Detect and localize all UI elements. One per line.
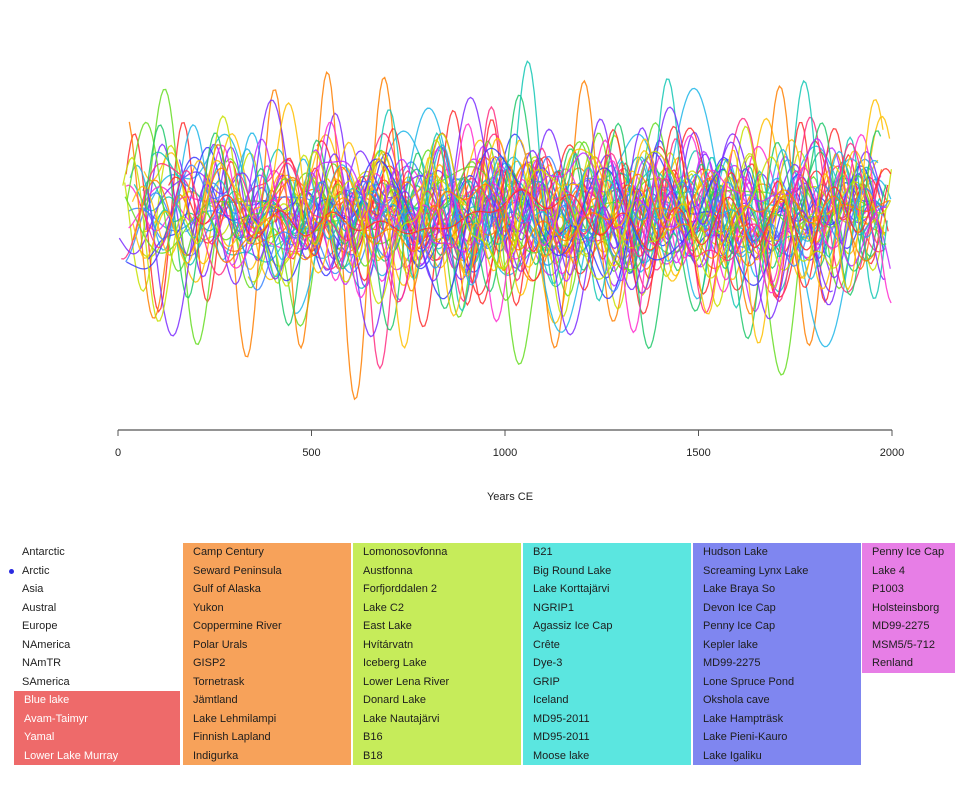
x-tick-label: 1500 <box>686 447 710 459</box>
site-item[interactable]: Yamal <box>24 731 55 743</box>
site-item[interactable]: Hudson Lake <box>703 546 768 558</box>
site-item[interactable]: Lower Lena River <box>363 675 450 688</box>
proxy-line-chart: 0 500 1000 1500 2000 <box>115 60 904 459</box>
series-line <box>268 153 892 283</box>
region-item-europe[interactable]: Europe <box>22 620 58 632</box>
region-item-namtr[interactable]: NAmTR <box>22 657 62 669</box>
site-item[interactable]: Screaming Lynx Lake <box>703 564 809 577</box>
series-line <box>213 173 877 263</box>
series-line <box>378 60 888 312</box>
site-column: Hudson Lake Screaming Lynx Lake Lake Braya… <box>693 543 861 765</box>
site-item[interactable]: Iceberg Lake <box>363 657 427 669</box>
site-item[interactable]: Coppermine River <box>193 620 282 632</box>
site-item[interactable]: Lake Nautajärvi <box>363 712 440 725</box>
site-item[interactable]: P1003 <box>872 583 904 595</box>
site-column: B21 Big Round Lake Lake Korttajärvi NGRIP1 A… <box>523 543 691 765</box>
site-column: Penny Ice Cap Lake 4 P1003 Holsteinsborg MD9… <box>862 543 955 673</box>
site-item[interactable]: Blue lake <box>24 694 70 706</box>
site-item[interactable]: Finnish Lapland <box>193 731 271 743</box>
site-item[interactable]: Lake Korttajärvi <box>533 583 610 595</box>
site-item[interactable]: Okshola cave <box>703 694 770 706</box>
site-item[interactable]: MD95-2011 <box>533 712 590 725</box>
site-item[interactable]: Kepler lake <box>703 638 759 651</box>
region-item-namerica[interactable]: NAmerica <box>22 638 71 651</box>
site-item[interactable]: Indigurka <box>193 749 239 762</box>
series-line <box>168 167 892 251</box>
site-item[interactable]: Donard Lake <box>363 694 426 706</box>
site-item[interactable]: Lake C2 <box>363 601 404 614</box>
site-item[interactable]: MD99-2275 <box>872 620 930 632</box>
site-item[interactable]: Lomonosovfonna <box>363 546 448 558</box>
series-line <box>144 115 891 325</box>
site-item[interactable]: Gulf of Alaska <box>193 583 261 595</box>
site-item[interactable]: Agassiz Ice Cap <box>533 620 613 632</box>
site-item[interactable]: GRIP <box>533 675 560 688</box>
region-list: Antarctic Arctic Asia Austral Europe NAmerica… <box>9 543 180 691</box>
series-layer <box>118 60 893 401</box>
site-item[interactable]: Austfonna <box>363 564 413 577</box>
site-item[interactable]: Forfjorddalen 2 <box>363 583 437 595</box>
site-item[interactable]: Lake Hampträsk <box>703 712 784 725</box>
x-axis-title: Years CE <box>486 491 534 503</box>
site-item[interactable]: Lake Pieni-Kauro <box>703 731 788 743</box>
region-item-arctic[interactable]: Arctic <box>9 562 180 581</box>
series-line <box>140 155 890 292</box>
x-tick-label: 2000 <box>880 447 904 459</box>
site-item[interactable]: Camp Century <box>193 546 264 558</box>
site-column: Blue lake Avam-Taimyr Yamal Lower Lake Murr… <box>14 691 180 765</box>
site-item[interactable]: B16 <box>363 731 383 743</box>
series-line <box>122 115 858 322</box>
site-item[interactable]: Holsteinsborg <box>872 601 940 614</box>
site-item[interactable]: Jämtland <box>193 694 238 706</box>
site-item[interactable]: East Lake <box>363 620 412 632</box>
site-item[interactable]: MSM5/5-712 <box>872 638 935 651</box>
site-item[interactable]: Polar Urals <box>193 638 248 651</box>
series-line <box>132 99 884 349</box>
series-line <box>139 88 877 376</box>
site-item[interactable]: Yukon <box>193 601 224 614</box>
site-item[interactable]: MD99-2275 <box>703 657 761 669</box>
region-item-antarctic[interactable]: Antarctic <box>22 546 65 558</box>
site-item[interactable]: Lake Igaliku <box>703 749 762 762</box>
site-item[interactable]: GISP2 <box>193 657 226 669</box>
site-item[interactable]: Seward Peninsula <box>193 564 282 577</box>
site-item[interactable]: Devon Ice Cap <box>703 601 776 614</box>
site-column: Camp Century Seward Peninsula Gulf of Alas… <box>183 543 351 765</box>
site-item[interactable]: Dye-3 <box>533 657 563 669</box>
site-item[interactable]: Crête <box>533 638 560 651</box>
site-item[interactable]: MD95-2011 <box>533 731 590 743</box>
site-item[interactable]: Penny Ice Cap <box>703 620 776 632</box>
site-item[interactable]: Hvítárvatn <box>363 638 414 651</box>
x-tick-label: 0 <box>115 447 121 459</box>
site-item[interactable]: Lone Spruce Pond <box>703 675 795 688</box>
site-item[interactable]: Lake Lehmilampi <box>193 712 277 725</box>
series-line <box>203 121 892 334</box>
site-item[interactable]: NGRIP1 <box>533 601 574 614</box>
site-item[interactable]: B18 <box>363 749 383 762</box>
site-item[interactable]: Iceland <box>533 694 569 706</box>
region-item-samerica[interactable]: SAmerica <box>22 675 70 688</box>
site-item[interactable]: Penny Ice Cap <box>872 546 945 558</box>
site-item[interactable]: Big Round Lake <box>533 564 612 577</box>
site-item[interactable]: Lower Lake Murray <box>24 749 119 762</box>
x-tick-label: 1000 <box>493 447 517 459</box>
series-line <box>232 138 726 301</box>
region-item-asia[interactable]: Asia <box>22 583 44 595</box>
site-item[interactable]: Moose lake <box>533 749 590 762</box>
site-item[interactable]: Tornetrask <box>193 675 245 688</box>
site-column: Lomonosovfonna Austfonna Forfjorddalen 2 La… <box>353 543 521 765</box>
site-item[interactable]: Avam-Taimyr <box>24 712 88 725</box>
x-axis: 0 500 1000 1500 2000 <box>115 429 904 459</box>
site-item[interactable]: Lake 4 <box>872 564 906 577</box>
site-item[interactable]: Renland <box>872 657 913 669</box>
series-line <box>121 132 689 276</box>
site-item[interactable]: B21 <box>533 546 553 558</box>
site-item[interactable]: Lake Braya So <box>703 583 776 595</box>
region-item-austral[interactable]: Austral <box>22 601 57 614</box>
x-tick-label: 500 <box>302 447 320 459</box>
series-line <box>316 127 889 298</box>
series-line <box>234 144 880 286</box>
